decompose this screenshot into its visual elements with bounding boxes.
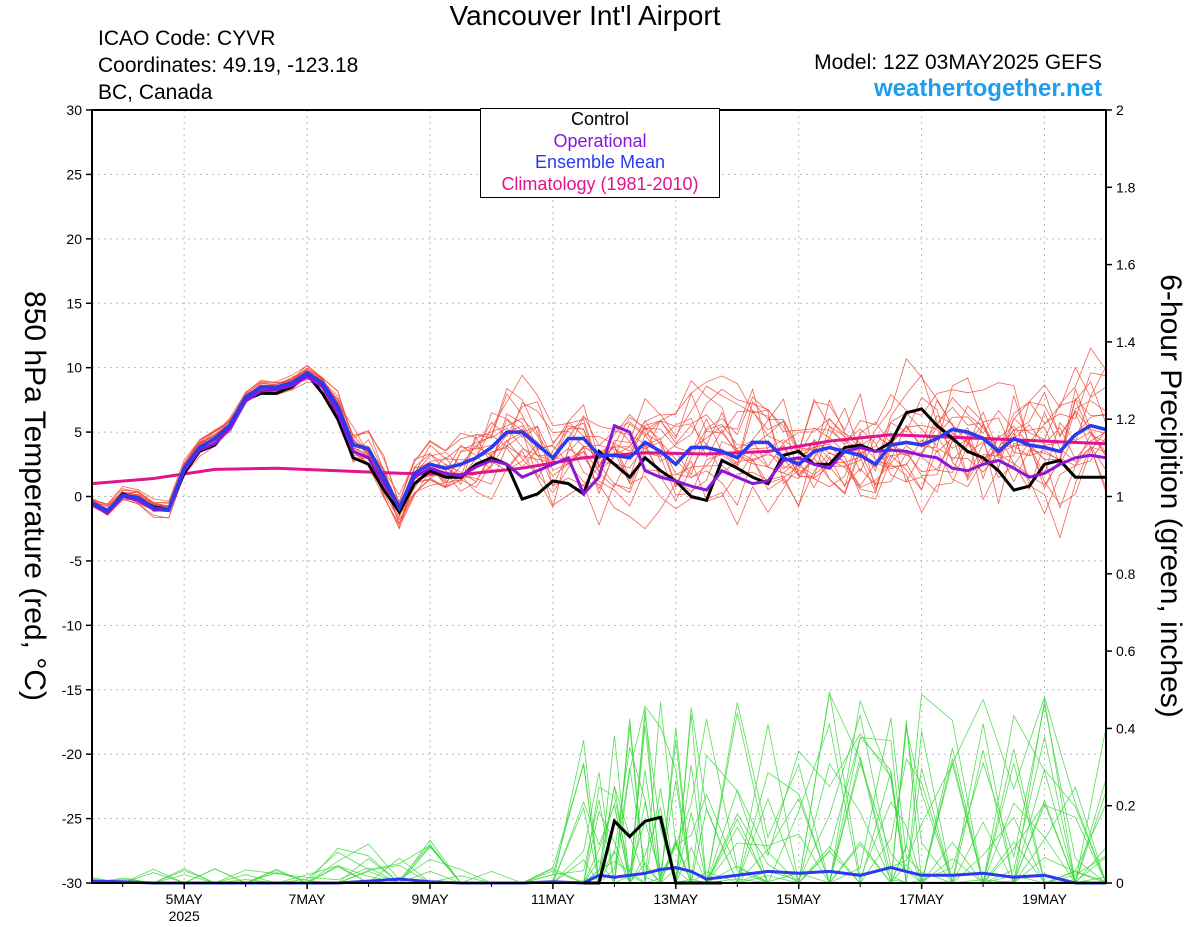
legend-item-operational: Operational	[553, 130, 647, 151]
y2-tick-label: 0	[1116, 875, 1124, 891]
x-tick-label: 17MAY	[899, 891, 945, 907]
axes: 302520151050-5-10-15-20-25-3021.81.61.41…	[62, 102, 1136, 924]
precip-member-line	[92, 723, 1106, 885]
y-tick-label: -30	[62, 875, 82, 891]
y2-tick-label: 1.2	[1116, 411, 1136, 427]
y-tick-label: -5	[70, 553, 83, 569]
y2-tick-label: 1.4	[1116, 334, 1136, 350]
y2-tick-label: 0.2	[1116, 798, 1136, 814]
temperature-member-line	[91, 367, 1107, 513]
y2-tick-label: 1.8	[1116, 179, 1136, 195]
precip-member-line	[91, 695, 1107, 884]
main-series-lines	[91, 370, 1107, 885]
y-axis-label-right: 6-hour Precipition (green, inches)	[1154, 274, 1187, 718]
site-link[interactable]: weathertogether.net	[873, 75, 1102, 102]
plot-frame	[91, 109, 1107, 884]
icao-code: ICAO Code: CYVR	[98, 27, 276, 50]
legend-item-control: Control	[570, 109, 630, 129]
precip-member-line	[92, 707, 1107, 885]
precip-member-line	[92, 699, 1106, 884]
coordinates: Coordinates: 49.19, -123.18	[98, 54, 359, 77]
y-tick-label: -10	[62, 617, 82, 633]
x-tick-label: 19MAY	[1022, 891, 1068, 907]
grid-lines	[92, 110, 1106, 883]
y-axis-label-left: 850 hPa Temperature (red, °C)	[18, 291, 51, 701]
legend: Control Operational Ensemble Mean Climat…	[480, 108, 720, 198]
temperature-member-line	[91, 370, 1107, 519]
precip-member-lines	[91, 691, 1107, 885]
precip-member-line	[91, 724, 1107, 884]
legend-item-climatology: Climatology (1981-2010)	[501, 173, 699, 194]
operational-line	[91, 374, 1107, 516]
y-tick-label: 0	[74, 489, 82, 505]
y-tick-label: -20	[62, 746, 82, 762]
precip-member-line	[92, 724, 1107, 884]
y2-tick-label: 0.6	[1116, 643, 1136, 659]
x-tick-sublabel: 2025	[169, 908, 200, 924]
precip-member-line	[91, 712, 1107, 884]
precip-member-line	[92, 714, 1106, 884]
y2-tick-label: 1	[1116, 489, 1124, 505]
model-run: Model: 12Z 03MAY2025 GEFS	[814, 51, 1102, 74]
y2-tick-label: 0.4	[1116, 720, 1136, 736]
x-tick-label: 11MAY	[531, 891, 575, 907]
y-tick-label: -15	[62, 682, 82, 698]
y2-tick-label: 2	[1116, 102, 1124, 118]
x-tick-label: 7MAY	[289, 891, 327, 907]
x-tick-label: 9MAY	[411, 891, 449, 907]
temperature-member-line	[91, 373, 1107, 530]
y2-tick-label: 0.8	[1116, 566, 1136, 582]
legend-item-ensemble-mean: Ensemble Mean	[534, 152, 666, 172]
ensemble-mean-line	[91, 370, 1107, 513]
y-tick-label: 15	[66, 295, 82, 311]
temperature-member-line	[91, 366, 1107, 521]
climatology-line	[91, 433, 1107, 486]
region: BC, Canada	[98, 81, 213, 104]
temperature-member-lines	[91, 347, 1107, 540]
x-tick-label: 5MAY	[166, 891, 204, 907]
temperature-member-line	[91, 370, 1107, 514]
temperature-member-line	[91, 366, 1107, 510]
page-title: Vancouver Int'l Airport	[449, 0, 721, 31]
x-tick-label: 13MAY	[653, 891, 699, 907]
control-line	[91, 371, 1106, 515]
y-tick-label: 30	[66, 102, 82, 118]
y-tick-label: 5	[74, 424, 82, 440]
y-tick-label: 25	[66, 166, 82, 182]
y-tick-label: 20	[66, 231, 82, 247]
precip-member-line	[91, 705, 1107, 884]
temperature-member-line	[91, 369, 1107, 540]
x-tick-label: 15MAY	[776, 891, 822, 907]
precip-member-line	[92, 722, 1106, 884]
y-tick-label: -25	[62, 811, 82, 827]
precip-member-line	[92, 705, 1107, 885]
precip-member-line	[92, 715, 1107, 885]
y-tick-label: 10	[66, 360, 82, 376]
y2-tick-label: 1.6	[1116, 257, 1136, 273]
